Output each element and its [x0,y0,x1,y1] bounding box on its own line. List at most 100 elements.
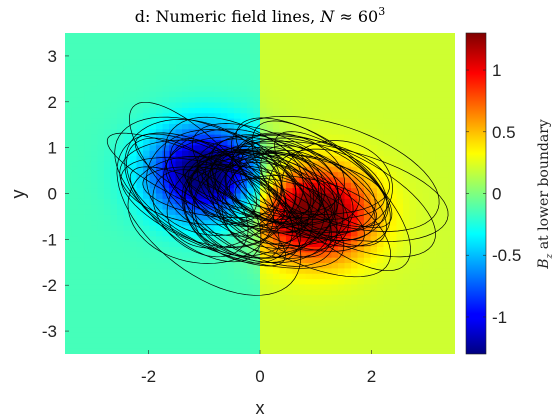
heatmap-cell [416,305,424,312]
field-line [190,148,354,246]
heatmap-cell [169,150,177,157]
heatmap-cell [416,86,424,93]
heatmap-cell [325,91,333,98]
heatmap-cell [91,102,99,109]
heatmap-cell [162,220,170,227]
heatmap-cell [201,81,209,88]
heatmap-cell [247,263,255,269]
heatmap-cell [370,225,378,232]
heatmap-cell [234,113,242,120]
heatmap-cell [279,145,287,152]
heatmap-cell [110,38,118,45]
heatmap-cell [396,86,404,93]
heatmap-cell [143,145,151,152]
heatmap-cell [331,145,339,152]
heatmap-cell [84,289,92,296]
heatmap-cell [156,118,164,125]
heatmap-cell [143,102,151,109]
heatmap-cell [123,75,131,82]
heatmap-cell [390,327,398,334]
heatmap-cell [396,38,404,45]
heatmap-cell [91,91,99,98]
heatmap-cell [143,140,151,146]
heatmap-cell [253,348,261,354]
heatmap-cell [370,295,378,302]
heatmap-cell [364,166,372,173]
heatmap-cell [403,230,411,237]
field-line [212,140,449,243]
heatmap-cell [149,209,157,216]
heatmap-cell [364,75,372,82]
heatmap-cell [227,268,235,275]
heatmap-cell [84,91,92,98]
heatmap-cell [117,311,125,318]
heatmap-cell [182,33,190,39]
heatmap-cell [130,257,138,264]
heatmap-cell [344,316,352,323]
heatmap-cell [260,300,268,307]
heatmap-cell [149,75,157,82]
heatmap-cell [182,321,190,328]
heatmap-cell [390,91,398,98]
heatmap-cell [143,75,151,82]
heatmap-cell [448,225,455,232]
heatmap-cell [195,33,203,39]
heatmap-cell [448,247,455,253]
heatmap-cell [325,182,333,189]
heatmap-cell [260,289,268,296]
heatmap-cell [91,140,99,146]
heatmap-cell [214,257,222,264]
heatmap-cell [91,236,99,243]
heatmap-cell [448,236,455,243]
heatmap-cell [266,113,274,120]
heatmap-cell [383,43,391,50]
heatmap-cell [422,348,430,354]
heatmap-cell [429,225,437,232]
heatmap-cell [149,220,157,227]
heatmap-cell [312,107,320,114]
heatmap-cell [162,97,170,104]
heatmap-cell [91,75,99,82]
heatmap-cell [403,241,411,248]
heatmap-cell [91,166,99,173]
heatmap-cell [370,247,378,253]
heatmap-cell [149,123,157,130]
heatmap-cell [78,188,86,195]
heatmap-cell [84,166,92,173]
heatmap-cell [130,332,138,339]
heatmap-cell [188,198,196,205]
heatmap-cell [71,311,79,318]
heatmap-cell [84,38,92,45]
heatmap-cell [182,59,190,66]
heatmap-cell [279,86,287,93]
heatmap-cell [253,204,261,211]
heatmap-cell [227,188,235,195]
heatmap-cell [279,300,287,307]
heatmap-cell [383,225,391,232]
heatmap-cell [136,107,144,114]
heatmap-cell [390,337,398,344]
heatmap-cell [383,348,391,354]
heatmap-cell [435,225,443,232]
heatmap-cell [214,54,222,61]
heatmap-cell [149,257,157,264]
heatmap-cell [312,182,320,189]
heatmap-cell [409,316,417,323]
heatmap-cell [240,65,248,72]
heatmap-cell [240,54,248,61]
heatmap-cell [396,225,404,232]
heatmap-cell [195,252,203,259]
heatmap-cell [65,59,73,66]
heatmap-cell [169,263,177,269]
heatmap-cell [292,102,300,109]
heatmap-cell [162,198,170,205]
heatmap-cell [422,150,430,157]
heatmap-cell [448,316,455,323]
heatmap-cell [253,70,261,77]
heatmap-cell [422,273,430,280]
heatmap-cell [403,257,411,264]
heatmap-cell [195,38,203,45]
heatmap-cell [396,102,404,109]
heatmap-cell [175,113,183,120]
heatmap-cell [403,49,411,55]
